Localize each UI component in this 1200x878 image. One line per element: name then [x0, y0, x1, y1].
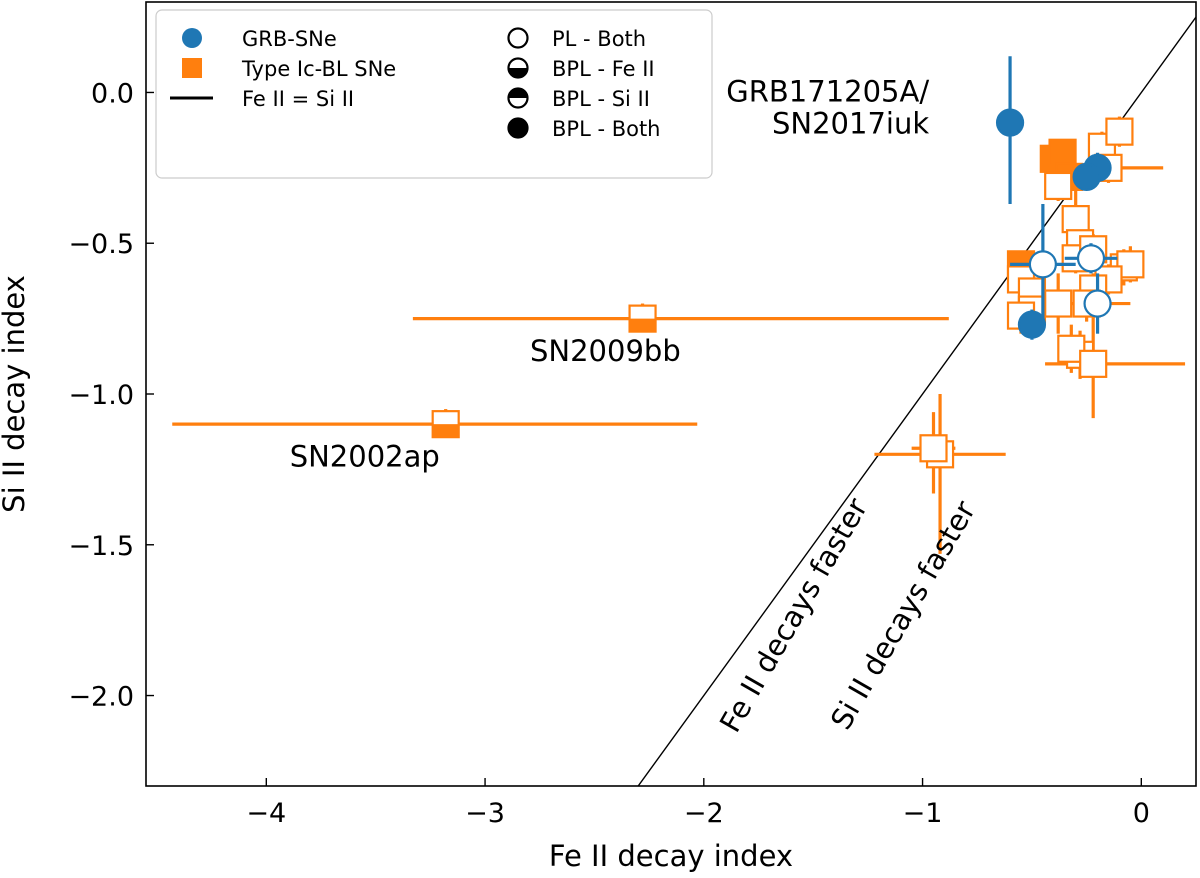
legend-label: BPL - Fe II [552, 57, 655, 81]
x-tick-label: 0 [1133, 798, 1150, 829]
data-point [1044, 289, 1073, 318]
axes: −4 −3 −2 −1 0 −2.0 −1.5 −1.0 −0.5 0.0 [68, 78, 1149, 829]
data-point [1061, 205, 1090, 234]
data-point [1079, 349, 1108, 378]
data-point [431, 410, 460, 439]
annotation-1: SN2009bb [530, 334, 681, 368]
legend-label: BPL - Both [552, 117, 661, 141]
legend-label: PL - Both [552, 27, 646, 51]
x-tick-label: −1 [903, 798, 943, 829]
data-point [1048, 138, 1077, 167]
x-tick-label: −2 [684, 798, 724, 829]
data-point [1057, 334, 1086, 363]
plot-area [172, 15, 1196, 786]
data-point [1076, 244, 1106, 273]
equality-line [637, 15, 1196, 786]
legend-fill-swatch [507, 57, 529, 79]
y-tick-label: 0.0 [91, 78, 134, 109]
data-point [1028, 250, 1057, 279]
legend-fill-swatch [507, 87, 529, 109]
legend-circle-swatch [182, 28, 202, 48]
series-type-ic-bl-sne [172, 116, 1186, 554]
data-point [1044, 171, 1073, 201]
data-point [628, 304, 657, 333]
legend: GRB-SNe Type Ic-BL SNe Fe II = Si II PL - B… [155, 9, 713, 179]
legend-box [155, 9, 713, 179]
y-tick-label: −0.5 [68, 229, 134, 260]
x-axis-title: Fe II decay index [549, 839, 793, 873]
annotation-0: GRB171205A/SN2017iuk [726, 75, 929, 141]
data-point [1072, 162, 1101, 191]
x-tick-label: −3 [465, 798, 505, 829]
y-tick-label: −2.0 [68, 682, 134, 713]
data-point [1083, 289, 1112, 318]
legend-fill-swatch [507, 117, 529, 139]
data-point [1105, 117, 1134, 146]
data-point [995, 108, 1025, 137]
legend-square-swatch [182, 58, 202, 78]
legend-label: GRB-SNe [242, 27, 337, 51]
legend-fill-swatch [507, 27, 529, 49]
legend-label: Type Ic-BL SNe [241, 57, 396, 81]
data-point [1017, 310, 1047, 339]
annotation-2: SN2002ap [290, 439, 440, 473]
data-point [919, 434, 948, 463]
series-grb-sne [995, 56, 1118, 340]
y-tick-label: −1.0 [68, 380, 134, 411]
y-axis-title: Si II decay index [0, 275, 31, 513]
legend-label: Fe II = Si II [242, 87, 354, 111]
x-tick-label: −4 [246, 798, 286, 829]
y-tick-label: −1.5 [68, 531, 134, 562]
legend-label: BPL - Si II [552, 87, 650, 111]
